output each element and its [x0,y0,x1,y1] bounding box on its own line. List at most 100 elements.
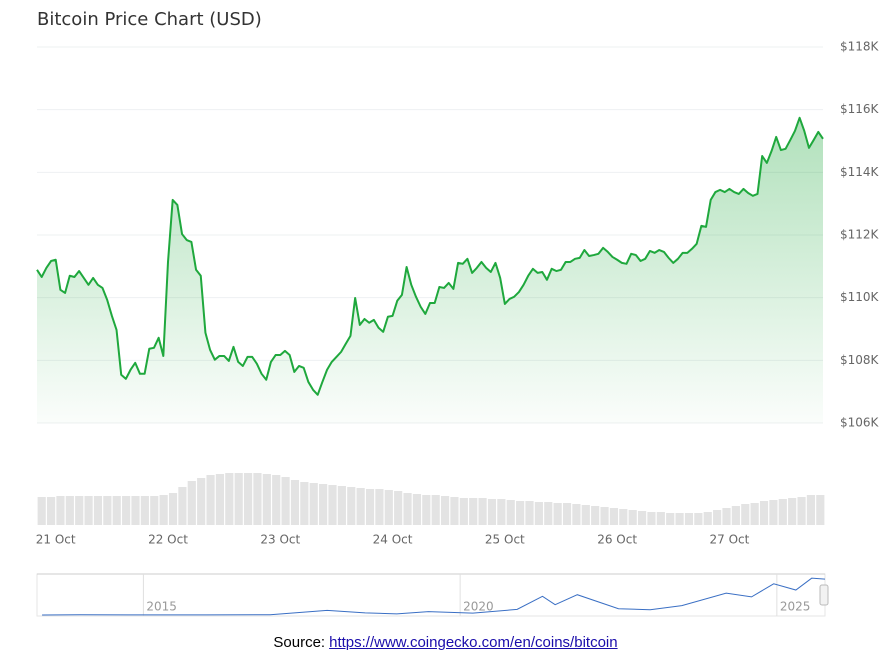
volume-bar [797,497,806,525]
volume-bar [431,495,440,525]
volume-bar [516,501,525,525]
x-tick-label: 21 Oct [36,533,76,547]
navigator-handle [819,584,829,606]
volume-bar [806,495,816,525]
volume-bar [262,474,271,525]
navigator-line [42,577,826,616]
volume-bar [656,512,665,525]
x-tick-label: 26 Oct [597,533,637,547]
y-tick-label: $110K [840,290,880,304]
volume-bar [384,490,393,525]
volume-bar [581,505,590,525]
volume-bar [666,513,675,525]
volume-bar [56,496,65,525]
volume-bar [816,495,825,525]
volume-bar [253,473,262,525]
volume-bar [422,495,431,525]
source-link[interactable]: https://www.coingecko.com/en/coins/bitco… [329,634,618,651]
volume-bar [722,508,731,525]
volume-bar [525,501,534,525]
volume-bar [600,507,609,525]
volume-bar [365,489,375,525]
volume-bar [440,496,450,525]
x-tick-label: 24 Oct [373,533,413,547]
volume-bar [675,513,684,525]
volume-bar [731,506,740,525]
volume-bar [553,503,562,525]
volume-bar [647,512,656,525]
volume-bar [225,473,234,525]
volume-bar [356,488,365,525]
volume-bar [469,498,478,525]
volume-bar [206,475,215,525]
y-tick-label: $112K [840,228,880,242]
volume-bar [75,496,84,525]
volume-bar [290,480,300,525]
x-tick-label: 22 Oct [148,533,188,547]
volume-bar [619,509,628,525]
volume-bar [713,510,722,525]
volume-bar [347,487,356,525]
volume-bar [122,496,131,525]
volume-bar [187,481,196,525]
x-tick-label: 23 Oct [260,533,300,547]
volume-bar [562,503,572,525]
volume-bar [84,496,93,525]
volume-bar [93,496,103,525]
volume-bar [703,512,712,525]
volume-bar [769,500,778,525]
volume-bar [506,500,515,525]
volume-bar [37,497,46,525]
volume-bar [544,502,553,525]
volume-bar [750,503,759,525]
volume-bar [328,485,337,525]
volume-bar [150,496,159,525]
chart-title: Bitcoin Price Chart (USD) [37,9,262,30]
volume-bar [178,487,187,525]
volume-bar [412,494,422,525]
volume-bar [778,499,787,525]
volume-bar [788,498,797,525]
volume-bar [637,511,647,525]
y-tick-label: $114K [840,165,880,179]
volume-bar [741,504,750,525]
x-tick-label: 25 Oct [485,533,525,547]
volume-bar [609,508,619,525]
year-label: 2020 [463,600,494,614]
volume-bar [46,497,56,525]
volume-bar [694,513,703,525]
volume-bar [591,506,600,525]
volume-bar [140,496,149,525]
volume-bar [534,502,543,525]
volume-bar [309,483,318,525]
volume-bar [281,477,290,525]
chart: Bitcoin Price Chart (USD) $106K $108K $110… [36,9,880,617]
y-tick-label: $106K [840,416,880,430]
volume-bar [197,478,206,525]
volume-bar [375,489,384,525]
volume-bar [319,484,328,525]
volume-bar [215,474,225,525]
volume-bar [159,495,168,525]
y-tick-label: $108K [840,353,880,367]
volume-bar [234,473,243,525]
volume-bar [65,496,74,525]
volume-bar [112,496,121,525]
x-tick-label: 27 Oct [710,533,750,547]
volume-bar [337,486,346,525]
year-label: 2015 [146,600,177,614]
volume-bar [131,496,140,525]
year-label: 2025 [780,600,811,614]
volume-bar [300,482,309,525]
volume-bar [478,498,487,525]
volume-bar [487,499,497,525]
volume-bar [759,501,769,525]
volume-bar [394,491,403,525]
volume-bar [272,475,281,525]
y-tick-label: $118K [840,40,880,54]
volume-bar [684,513,694,525]
volume-bar [497,499,506,525]
price-line [36,116,824,396]
volume-bar [450,497,459,525]
